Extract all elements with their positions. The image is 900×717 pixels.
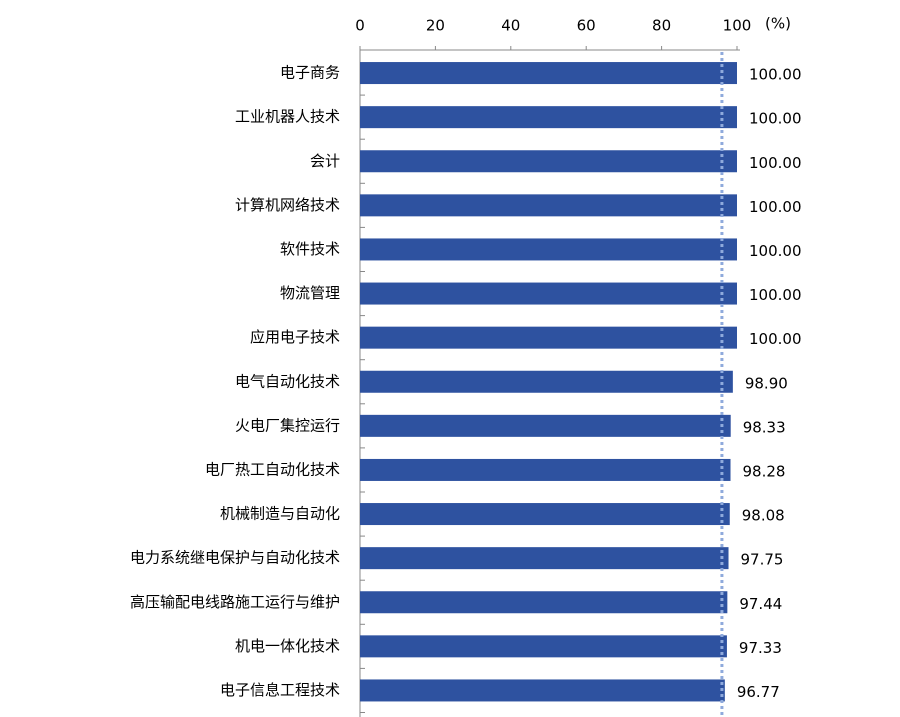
x-tick-label: 80 bbox=[652, 17, 671, 35]
bar bbox=[360, 150, 737, 173]
y-tick-label: 电子商务 bbox=[280, 64, 340, 82]
x-unit-label: (%) bbox=[765, 15, 791, 33]
y-tick-label: 软件技术 bbox=[280, 240, 340, 258]
value-label: 100.00 bbox=[749, 242, 802, 260]
value-label: 96.77 bbox=[737, 683, 780, 701]
bar bbox=[360, 635, 727, 658]
x-tick-label: 60 bbox=[577, 17, 596, 35]
y-tick-label: 机械制造与自动化 bbox=[220, 505, 340, 523]
bar bbox=[360, 282, 737, 305]
x-tick-label: 40 bbox=[501, 17, 520, 35]
y-tick-label: 电力系统继电保护与自动化技术 bbox=[130, 549, 340, 567]
y-tick-label: 计算机网络技术 bbox=[235, 196, 340, 214]
value-label: 100.00 bbox=[749, 66, 802, 84]
y-tick-label: 应用电子技术 bbox=[250, 328, 340, 346]
y-tick-label: 物流管理 bbox=[280, 284, 340, 302]
bar bbox=[360, 106, 737, 129]
y-tick-label: 电子信息工程技术 bbox=[220, 681, 340, 699]
value-label: 97.75 bbox=[741, 551, 784, 569]
bar bbox=[360, 503, 730, 526]
bar bbox=[360, 458, 731, 481]
bar bbox=[360, 370, 733, 393]
value-label: 98.28 bbox=[743, 462, 786, 480]
x-tick-label: 100 bbox=[723, 17, 752, 35]
bar bbox=[360, 326, 737, 349]
y-tick-label: 会计 bbox=[310, 152, 340, 170]
y-tick-label: 火电厂集控运行 bbox=[235, 416, 340, 434]
bar bbox=[360, 547, 729, 570]
y-tick-label: 电气自动化技术 bbox=[235, 372, 340, 390]
x-tick-label: 20 bbox=[426, 17, 445, 35]
y-tick-label: 工业机器人技术 bbox=[235, 108, 340, 126]
value-label: 100.00 bbox=[749, 110, 802, 128]
value-label: 97.33 bbox=[739, 639, 782, 657]
bar bbox=[360, 194, 737, 217]
value-label: 98.08 bbox=[742, 507, 785, 525]
value-label: 100.00 bbox=[749, 330, 802, 348]
bar bbox=[360, 238, 737, 261]
bar bbox=[360, 62, 737, 85]
bar bbox=[360, 414, 731, 437]
bar bbox=[360, 679, 725, 702]
y-tick-label: 机电一体化技术 bbox=[235, 637, 340, 655]
value-label: 98.90 bbox=[745, 374, 788, 392]
x-tick-label: 0 bbox=[355, 17, 365, 35]
bar bbox=[360, 591, 728, 614]
y-tick-label: 电厂热工自动化技术 bbox=[205, 460, 340, 478]
value-label: 100.00 bbox=[749, 198, 802, 216]
value-label: 100.00 bbox=[749, 154, 802, 172]
y-tick-label: 高压输配电线路施工运行与维护 bbox=[130, 593, 340, 611]
value-label: 97.44 bbox=[739, 595, 782, 613]
value-label: 98.33 bbox=[743, 418, 786, 436]
value-label: 100.00 bbox=[749, 286, 802, 304]
